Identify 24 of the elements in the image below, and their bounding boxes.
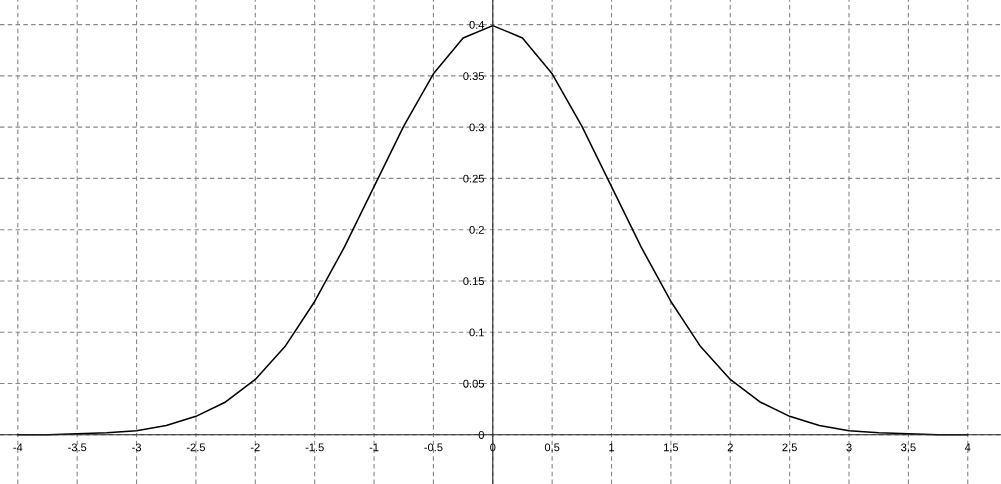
x-tick-label: -3 bbox=[132, 443, 142, 452]
x-tick-label: -1.5 bbox=[305, 443, 324, 452]
x-tick-label: 0.5 bbox=[544, 443, 560, 452]
x-tick-label: 2.5 bbox=[782, 443, 797, 452]
x-tick-label: 2 bbox=[727, 443, 733, 452]
y-tick-label: 0.3 bbox=[469, 123, 484, 132]
y-tick-label: 0.25 bbox=[463, 174, 484, 183]
y-tick-label: 0.35 bbox=[463, 72, 484, 81]
x-tick-label: -2 bbox=[250, 443, 260, 452]
y-tick-label: 0.4 bbox=[469, 20, 485, 29]
y-tick-label: 0.2 bbox=[469, 225, 484, 234]
x-tick-label: -0.5 bbox=[424, 443, 443, 452]
y-tick-label: 0.1 bbox=[469, 328, 484, 337]
x-tick-label: 4 bbox=[964, 443, 971, 452]
x-tick-label: 3 bbox=[846, 443, 852, 452]
x-tick-label: -2.5 bbox=[186, 443, 206, 452]
x-tick-label: -3.5 bbox=[68, 443, 87, 452]
x-tick-label: 1 bbox=[609, 443, 615, 452]
x-tick-label: -1 bbox=[369, 443, 379, 452]
x-tick-label: 3.5 bbox=[901, 443, 916, 452]
y-tick-label: 0.15 bbox=[463, 277, 484, 286]
x-tick-label: -4 bbox=[13, 443, 23, 452]
y-tick-label: 0.05 bbox=[463, 379, 484, 388]
x-tick-label: 1.5 bbox=[664, 443, 679, 452]
